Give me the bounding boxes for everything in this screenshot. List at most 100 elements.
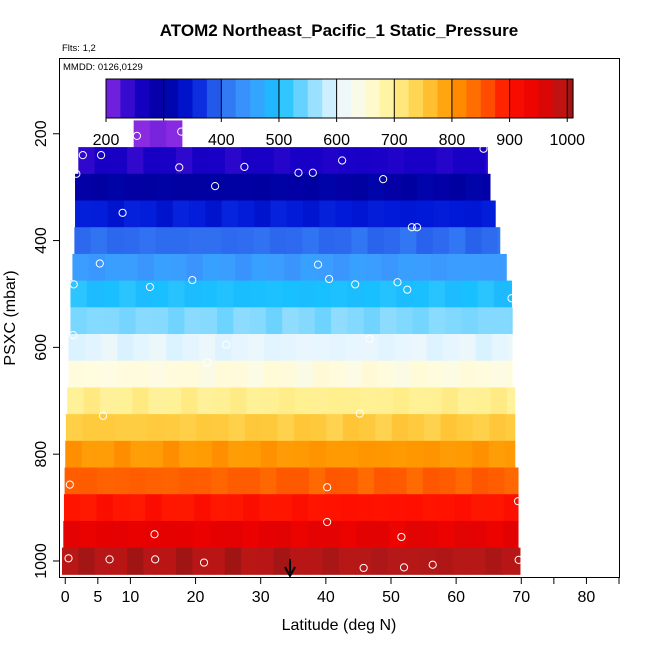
x-tick-label: 30 (252, 589, 270, 606)
pressure-band-cell (144, 520, 162, 549)
colorbar-segment (307, 79, 323, 118)
arrow-head (284, 566, 296, 579)
colorbar-segment (567, 79, 574, 118)
pressure-band-cell (161, 520, 178, 549)
pressure-band-cell (200, 307, 218, 335)
dates-label: MMDD: 0126,0129 (63, 62, 143, 73)
pressure-band-cell (392, 387, 410, 415)
pressure-band-cell (298, 280, 316, 308)
pressure-band-cell (340, 520, 357, 549)
pressure-band-cell (68, 360, 86, 388)
pressure-band-cell (325, 440, 343, 469)
pressure-band-cell (400, 200, 418, 228)
pressure-band-cell (379, 307, 397, 335)
pressure-band-cell (342, 440, 359, 469)
pressure-band-cell (166, 120, 183, 148)
pressure-band-cell (439, 467, 456, 495)
pressure-band-cell (182, 334, 200, 362)
pressure-band-cell (282, 307, 299, 335)
pressure-band-cell (440, 414, 458, 442)
pressure-band-cell (75, 200, 92, 228)
colorbar-segment (466, 79, 482, 118)
pressure-band-cell (455, 467, 473, 495)
pressure-band-cell (487, 494, 505, 522)
colorbar-segment (365, 79, 381, 118)
colorbar-segment (278, 79, 294, 118)
colorbar-segment (134, 79, 150, 118)
pressure-band-cell (247, 334, 265, 362)
pressure-band-cell (357, 494, 374, 522)
colorbar-tick-label: 200 (93, 132, 120, 149)
pressure-band-cell (376, 387, 394, 415)
pressure-band-cell (475, 334, 493, 362)
colorbar-segment (394, 79, 410, 118)
pressure-band-cell (422, 467, 440, 495)
pressure-band-cell (314, 307, 332, 335)
pressure-band-cell (436, 547, 454, 575)
pressure-band-cell (226, 494, 244, 522)
pressure-band-cell (241, 547, 258, 575)
pressure-band-cell (246, 387, 264, 415)
pressure-band-cell (316, 253, 334, 282)
pressure-band-cell (488, 440, 506, 469)
pressure-band-cell (276, 467, 294, 495)
colorbar-segment (206, 79, 222, 118)
pressure-band-cell (495, 253, 507, 282)
pressure-band-cell (143, 147, 161, 175)
observation-point (132, 131, 142, 140)
observation-point (507, 294, 516, 303)
pressure-band-cell (80, 467, 98, 495)
pressure-band-cell (345, 360, 363, 388)
pressure-band-cell (84, 360, 102, 388)
pressure-band-cell (184, 307, 202, 335)
pressure-band-cell (88, 253, 106, 282)
pressure-band-cell (101, 334, 118, 362)
y-axis: 200 400 600 800 1000 (33, 120, 60, 579)
pressure-band-cell (123, 227, 141, 255)
colorbar-segment (235, 79, 251, 118)
pressure-band-cell (72, 253, 90, 282)
pressure-band-cell (132, 387, 150, 415)
pressure-band-cell (303, 173, 320, 202)
pressure-band-cell (384, 173, 402, 202)
pressure-band-cell (389, 520, 406, 549)
pressure-band-cell (130, 440, 148, 469)
pressure-band-cell (189, 200, 206, 228)
pressure-band-cell (493, 280, 511, 308)
pressure-band-cell (367, 227, 385, 255)
pressure-band-cell (133, 360, 151, 388)
colorbar-segment (163, 79, 179, 118)
pressure-band-cell (78, 147, 96, 175)
pressure-band-cell (97, 467, 114, 495)
pressure-band-cell (78, 547, 96, 575)
pressure-band-cell (409, 387, 427, 415)
observation-point (365, 334, 374, 343)
pressure-band-cell (164, 387, 182, 415)
x-tick-label: 80 (578, 589, 596, 606)
pressure-band-cell (249, 307, 267, 335)
pressure-band-cell (489, 414, 507, 442)
observation-point (359, 563, 368, 573)
pressure-band-cell (249, 280, 267, 308)
observation-point (150, 530, 159, 539)
pressure-band-cell (189, 173, 206, 202)
pressure-band-cell (443, 360, 460, 388)
pressure-band-cell (293, 440, 311, 469)
pressure-band-cell (400, 227, 417, 255)
pressure-band-cell (139, 227, 157, 255)
pressure-band-cell (86, 280, 104, 308)
pressure-band-cell (389, 494, 407, 522)
pressure-band-cell (518, 547, 521, 575)
pressure-band-cell (428, 307, 446, 335)
pressure-band-cell (117, 360, 135, 388)
pressure-band-cell (404, 147, 421, 175)
pressure-band-cell (233, 307, 251, 335)
pressure-band-cell (94, 147, 112, 175)
observation-point (78, 151, 87, 160)
pressure-band-cell (117, 334, 135, 362)
pressure-band-cell (163, 414, 181, 442)
pressure-band-cell (479, 253, 497, 282)
pressure-band-cell (261, 414, 279, 442)
pressure-band-cell (503, 520, 519, 549)
pressure-band-cell (425, 387, 443, 415)
